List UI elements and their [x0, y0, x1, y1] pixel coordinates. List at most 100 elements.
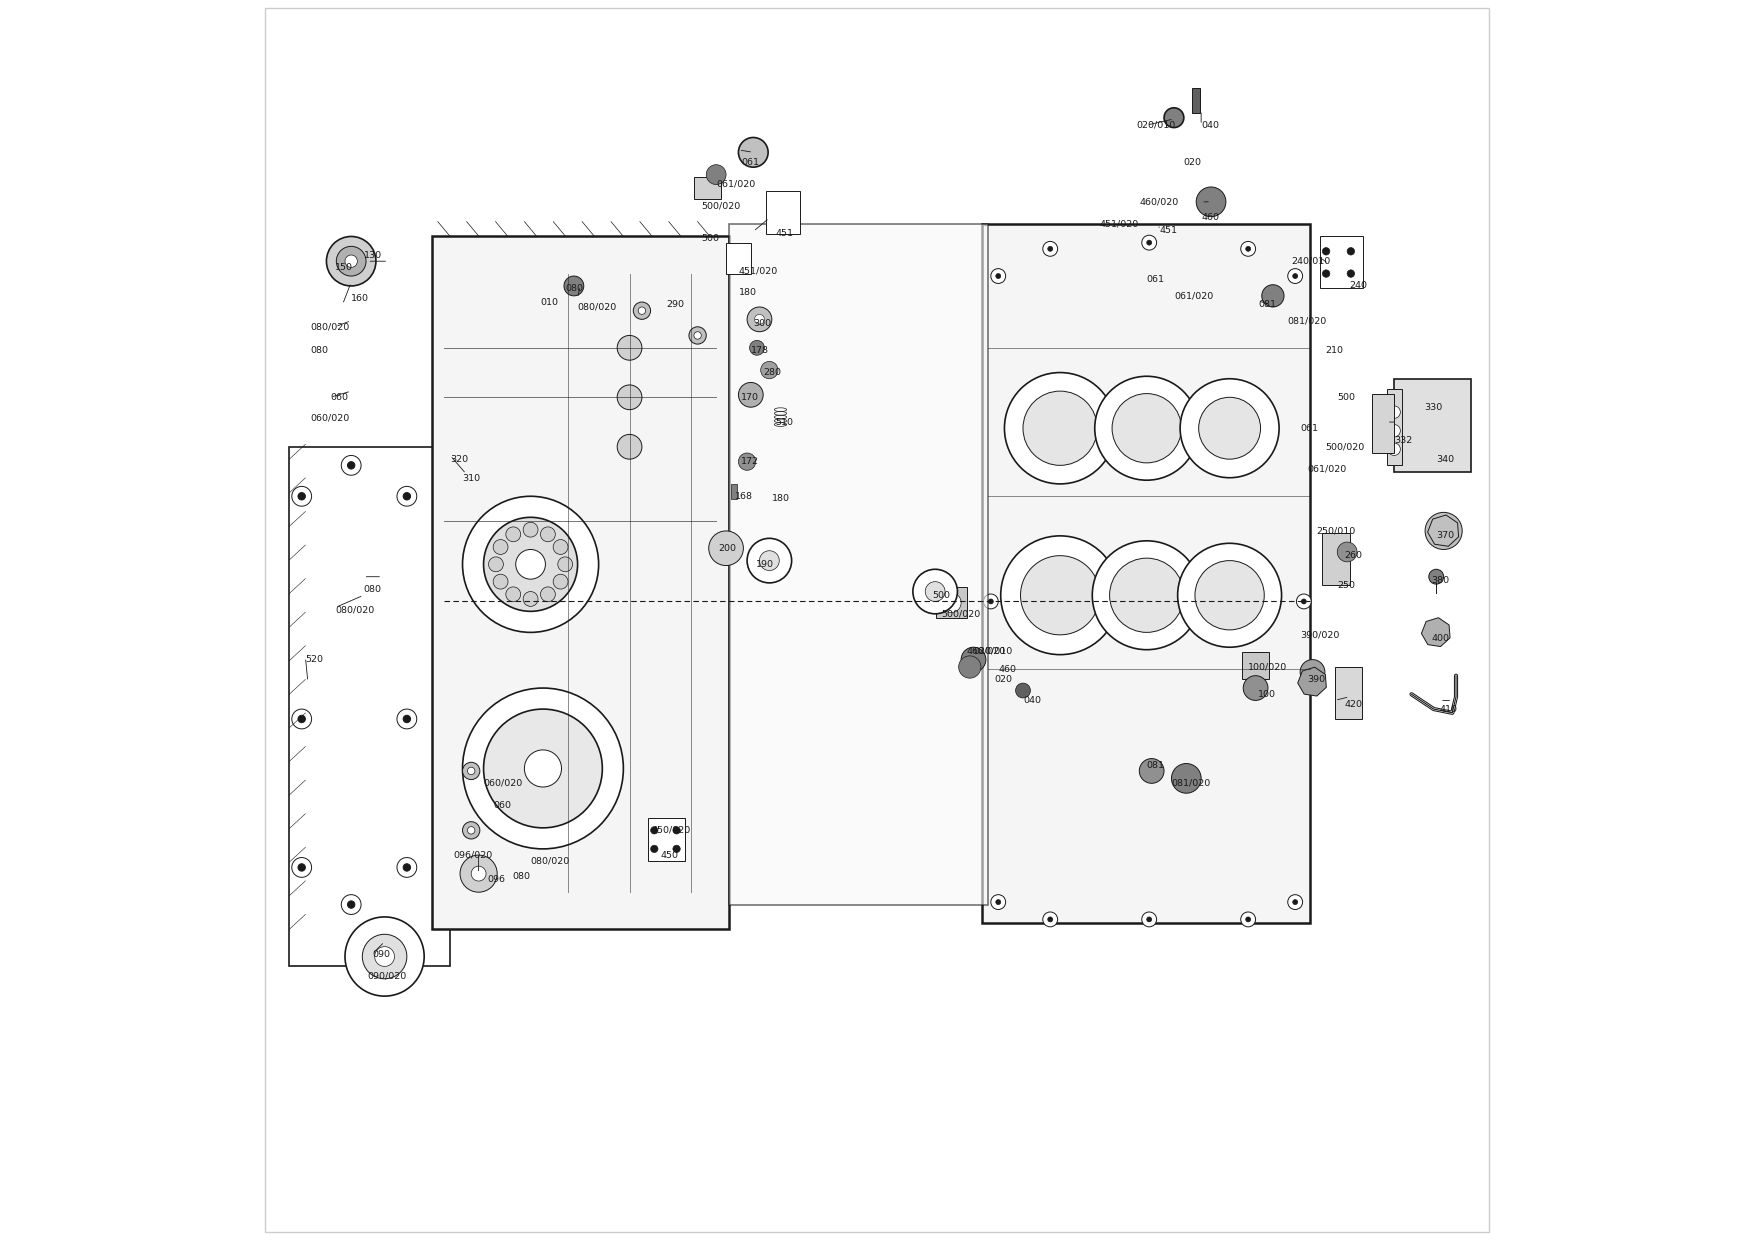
- Circle shape: [1301, 599, 1307, 604]
- Circle shape: [523, 591, 538, 606]
- Circle shape: [337, 247, 367, 277]
- Circle shape: [1293, 274, 1298, 279]
- Text: 080: 080: [512, 872, 530, 880]
- Circle shape: [1287, 895, 1303, 909]
- Circle shape: [540, 527, 556, 542]
- Circle shape: [463, 763, 481, 780]
- Circle shape: [553, 539, 568, 554]
- Circle shape: [1172, 764, 1201, 794]
- Text: 320: 320: [451, 455, 468, 464]
- Circle shape: [1323, 270, 1330, 278]
- Circle shape: [363, 934, 407, 978]
- Circle shape: [1293, 899, 1298, 904]
- Circle shape: [505, 527, 521, 542]
- Circle shape: [1110, 558, 1184, 632]
- Circle shape: [1261, 285, 1284, 308]
- Circle shape: [617, 384, 642, 409]
- Bar: [431, 237, 728, 929]
- Text: 096/020: 096/020: [454, 851, 493, 859]
- Circle shape: [347, 900, 354, 908]
- Text: 200: 200: [719, 544, 737, 553]
- Text: 190: 190: [756, 559, 774, 569]
- Text: 061/020: 061/020: [1307, 465, 1347, 474]
- Circle shape: [291, 858, 312, 878]
- Text: 061: 061: [1147, 275, 1165, 284]
- Text: 410: 410: [1440, 704, 1458, 713]
- Text: 090: 090: [372, 950, 389, 959]
- Circle shape: [463, 496, 598, 632]
- Text: 081: 081: [1147, 761, 1165, 770]
- Polygon shape: [1421, 618, 1451, 646]
- Circle shape: [747, 308, 772, 332]
- Circle shape: [1005, 372, 1116, 484]
- Circle shape: [747, 538, 791, 583]
- Circle shape: [1240, 242, 1256, 257]
- Circle shape: [1387, 424, 1400, 436]
- Circle shape: [1347, 270, 1354, 278]
- Circle shape: [674, 846, 681, 853]
- Circle shape: [396, 858, 417, 878]
- Text: 130: 130: [363, 250, 382, 259]
- Circle shape: [707, 165, 726, 185]
- Circle shape: [1337, 542, 1358, 562]
- Text: 081: 081: [1258, 300, 1277, 309]
- Circle shape: [1147, 241, 1152, 246]
- Circle shape: [926, 582, 945, 601]
- Circle shape: [959, 656, 980, 678]
- Circle shape: [523, 522, 538, 537]
- Circle shape: [493, 574, 509, 589]
- Circle shape: [991, 895, 1005, 909]
- Text: 450: 450: [661, 851, 679, 859]
- Circle shape: [1300, 660, 1324, 684]
- Text: 061/020: 061/020: [716, 180, 756, 188]
- Text: 081/020: 081/020: [1287, 316, 1328, 325]
- Circle shape: [761, 361, 779, 378]
- Circle shape: [1140, 759, 1165, 784]
- Circle shape: [298, 864, 305, 872]
- Text: 380: 380: [1431, 575, 1449, 585]
- Circle shape: [1044, 242, 1058, 257]
- Circle shape: [738, 138, 768, 167]
- Text: 100: 100: [1258, 689, 1277, 698]
- Circle shape: [912, 569, 958, 614]
- Text: 340: 340: [1437, 455, 1454, 464]
- Circle shape: [1021, 556, 1100, 635]
- Text: 460/020: 460/020: [1140, 197, 1179, 206]
- Bar: [982, 224, 1310, 923]
- Text: 330: 330: [1424, 403, 1442, 412]
- Text: 060/020: 060/020: [484, 779, 523, 787]
- Bar: [1387, 388, 1401, 465]
- Text: 040: 040: [1023, 696, 1040, 704]
- Circle shape: [1198, 397, 1261, 459]
- Bar: [1335, 667, 1363, 719]
- Text: 020/010: 020/010: [973, 646, 1012, 656]
- Bar: [1372, 393, 1394, 453]
- Text: 210: 210: [1324, 346, 1344, 355]
- Polygon shape: [1298, 667, 1326, 696]
- Circle shape: [460, 856, 496, 893]
- Circle shape: [695, 332, 702, 340]
- Text: 451: 451: [1159, 226, 1177, 234]
- Text: 080: 080: [363, 584, 382, 594]
- Text: 180: 180: [738, 288, 756, 296]
- Circle shape: [1347, 248, 1354, 255]
- Circle shape: [1180, 378, 1279, 477]
- Polygon shape: [1428, 515, 1459, 547]
- Circle shape: [1244, 676, 1268, 701]
- Text: 170: 170: [740, 393, 759, 402]
- Bar: [1394, 378, 1472, 471]
- Text: 390/020: 390/020: [1300, 630, 1340, 640]
- Text: 450/020: 450/020: [652, 826, 691, 835]
- Bar: [1193, 88, 1200, 113]
- Circle shape: [617, 434, 642, 459]
- Circle shape: [375, 946, 395, 966]
- Circle shape: [674, 827, 681, 835]
- Circle shape: [1240, 911, 1256, 926]
- Text: 150: 150: [335, 263, 353, 272]
- Circle shape: [326, 237, 375, 286]
- Circle shape: [1165, 108, 1184, 128]
- Circle shape: [749, 341, 765, 355]
- Text: 451/020: 451/020: [738, 267, 777, 275]
- Text: 390: 390: [1307, 675, 1326, 684]
- Circle shape: [942, 593, 961, 613]
